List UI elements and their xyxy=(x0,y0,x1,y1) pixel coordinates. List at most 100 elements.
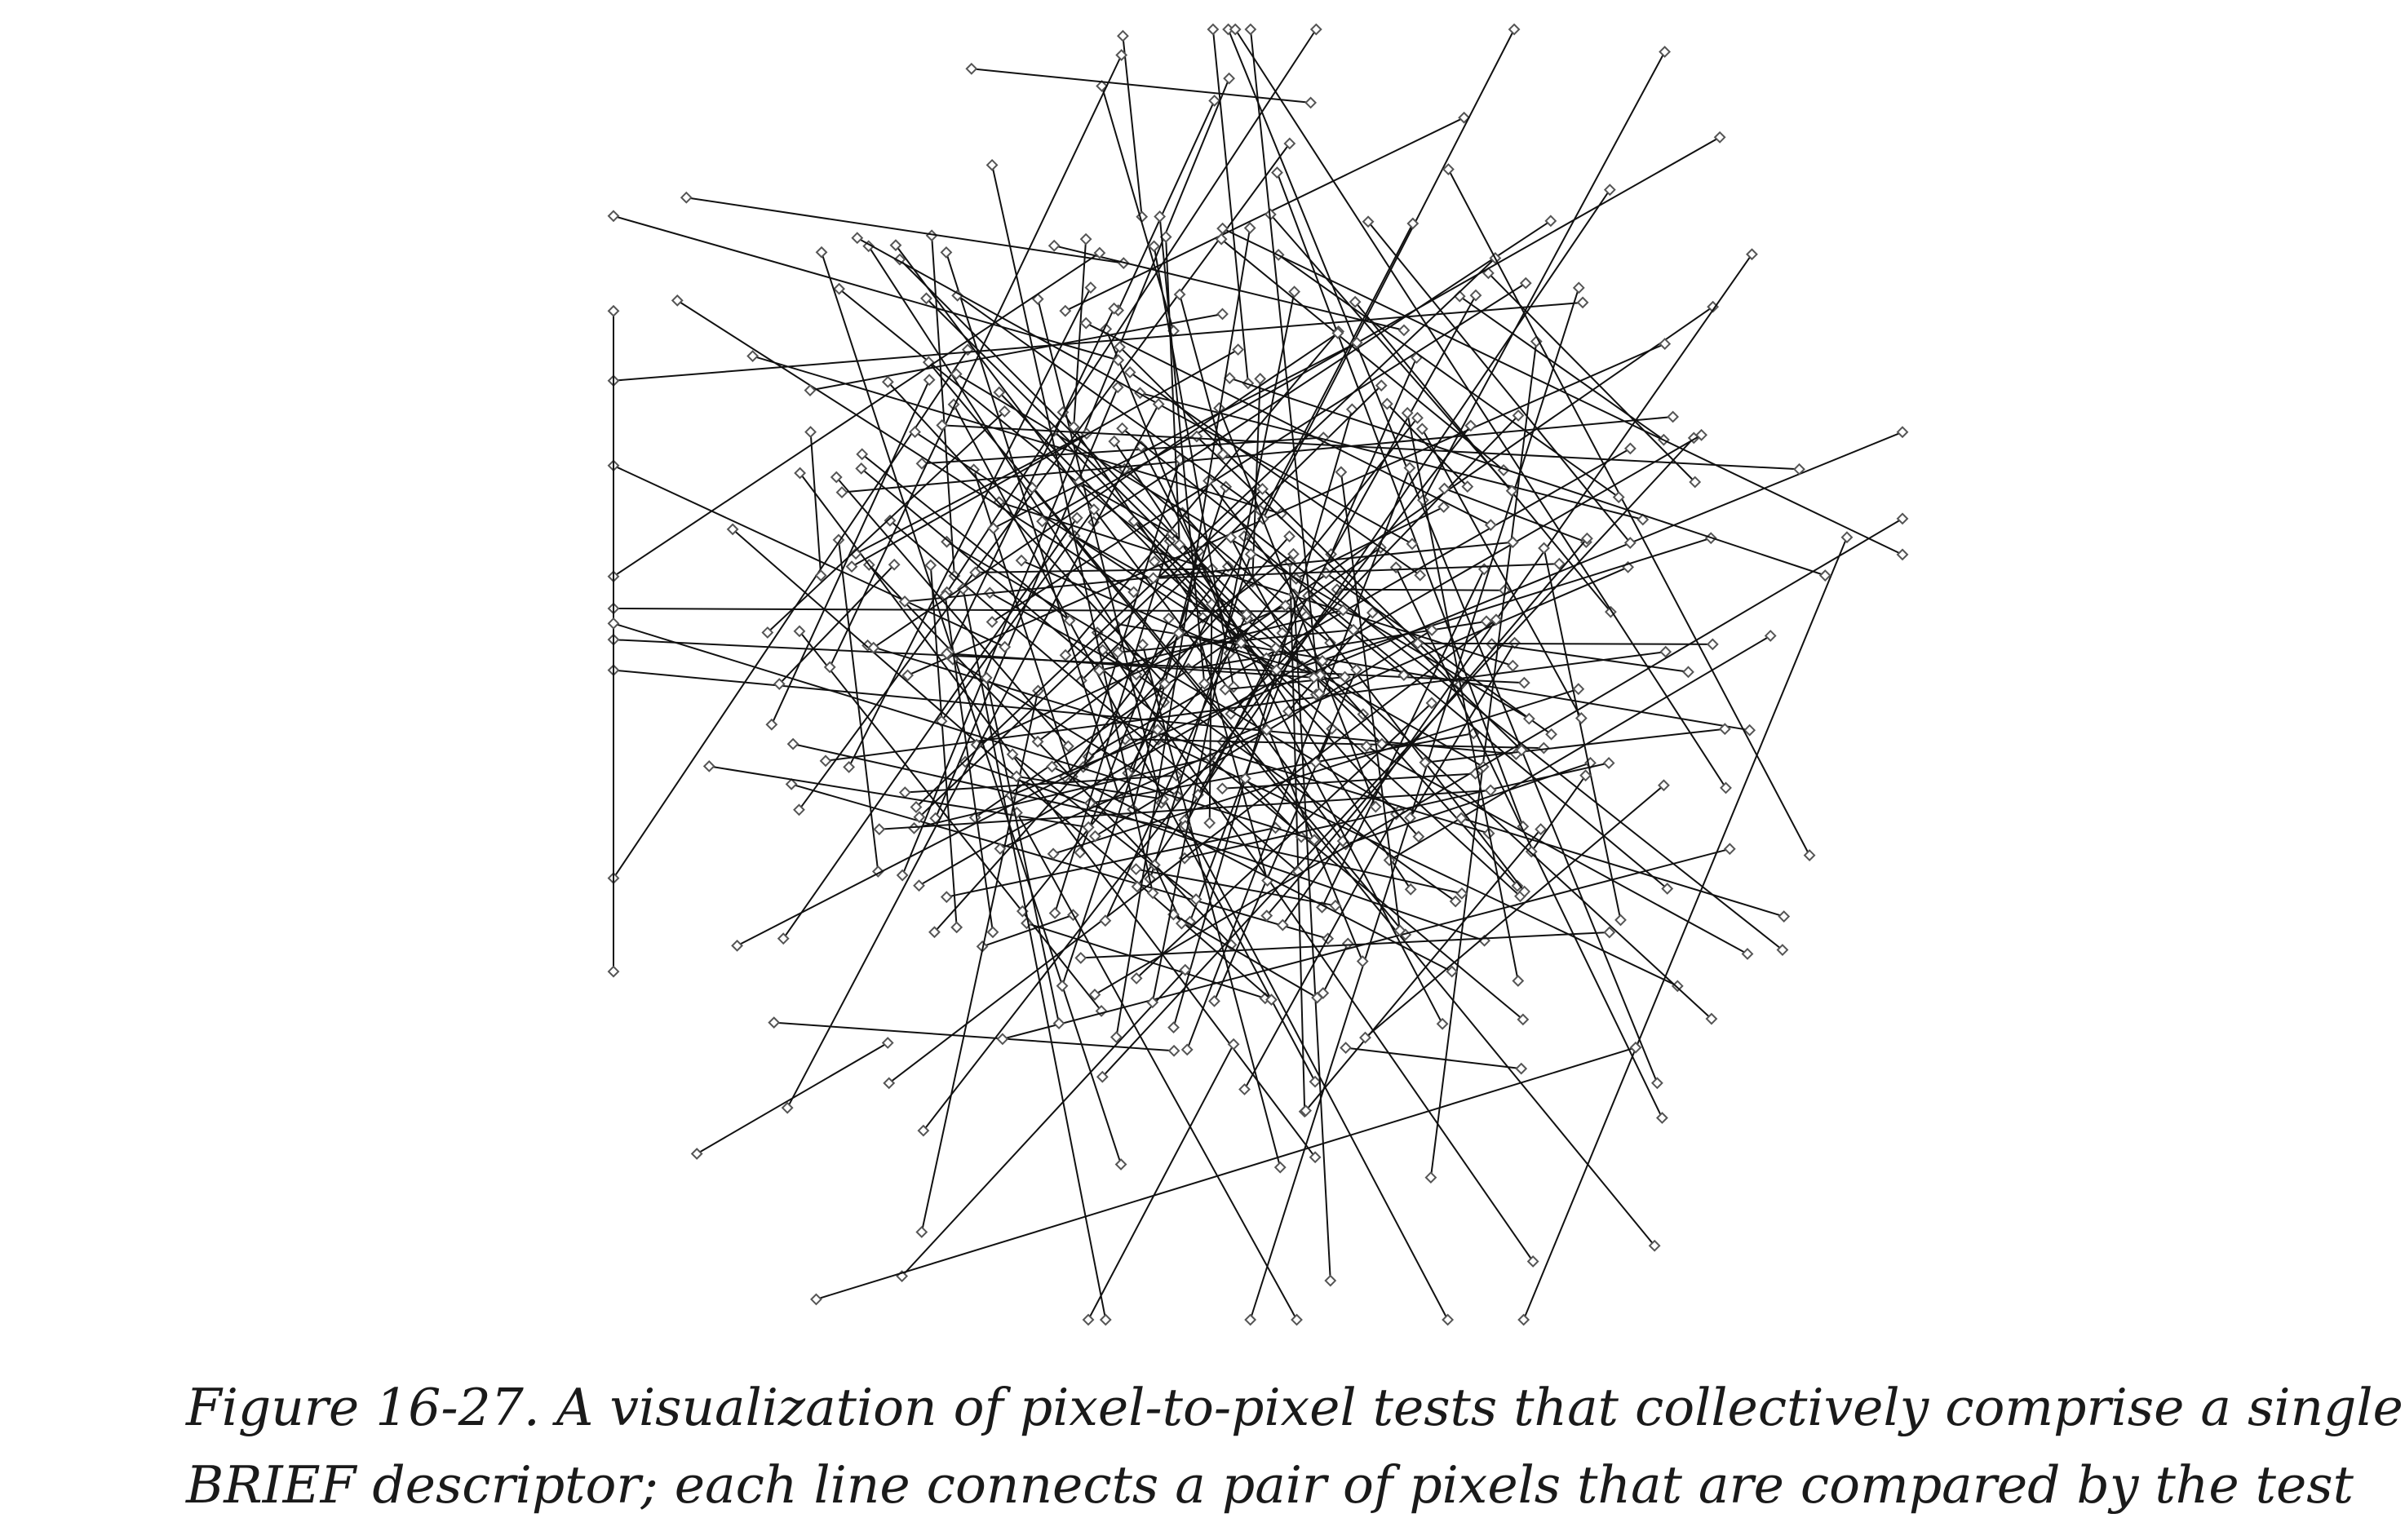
pixel-marker xyxy=(765,718,778,731)
pixel-marker xyxy=(923,374,936,387)
pixel-marker xyxy=(986,926,999,939)
pixel-marker xyxy=(1208,994,1220,1007)
pixel-pair-line xyxy=(1172,409,1353,1028)
pixel-pair-line xyxy=(873,332,1339,648)
pixel-pair-line xyxy=(686,197,1124,264)
pixel-marker xyxy=(1271,166,1283,179)
pixel-marker xyxy=(1154,210,1167,223)
pixel-pair-line xyxy=(1243,813,1397,1090)
pixel-pair-line xyxy=(1101,437,1694,1078)
pixel-pair-line xyxy=(1021,560,1278,671)
pixel-marker xyxy=(1706,638,1719,651)
pixel-marker xyxy=(1764,630,1777,642)
pixel-pair-line xyxy=(809,431,822,576)
pixel-pair-line xyxy=(1094,518,1903,996)
pixel-marker xyxy=(1515,744,1528,757)
pixel-marker xyxy=(1179,963,1192,976)
pixel-marker xyxy=(881,1037,894,1049)
pixel-pair-line xyxy=(946,541,1400,812)
pixel-marker xyxy=(1575,712,1588,724)
pixel-marker xyxy=(1484,519,1497,532)
pixel-marker xyxy=(1362,215,1375,228)
pixel-pair-line xyxy=(1172,914,1318,998)
pixel-marker xyxy=(915,1226,928,1238)
pixel-pair-line xyxy=(1123,468,1331,644)
pixel-marker xyxy=(1403,462,1416,475)
pixel-marker xyxy=(1436,1017,1449,1030)
pixel-marker xyxy=(1109,1031,1123,1043)
pixel-marker xyxy=(1221,560,1234,573)
pixel-pair-line xyxy=(1222,228,1903,555)
pixel-pair-line xyxy=(895,244,1344,842)
pixel-pair-line xyxy=(888,619,1497,1084)
pixel-marker xyxy=(1415,423,1428,436)
pixel-marker xyxy=(1130,863,1142,875)
pixel-marker xyxy=(913,811,926,824)
pixel-pair-line xyxy=(1094,629,1433,838)
pixel-marker xyxy=(1046,760,1058,773)
pixel-pair-line xyxy=(1229,377,1826,577)
pixel-marker xyxy=(898,786,911,799)
pixel-marker xyxy=(1464,419,1477,432)
pixel-pair-line xyxy=(962,588,1107,1321)
pixel-marker xyxy=(1340,1042,1353,1054)
pixel-marker xyxy=(1517,1013,1530,1026)
pixel-marker xyxy=(871,865,884,878)
pixel-pair-line xyxy=(1002,847,1730,1040)
pixel-pair-line xyxy=(1244,777,1302,838)
pixel-pair-line xyxy=(1012,754,1197,901)
pixel-pair-line xyxy=(613,252,1101,578)
pixel-marker xyxy=(1518,885,1531,898)
pixel-pair-line xyxy=(1113,440,1412,890)
pixel-marker xyxy=(941,647,953,660)
pixel-marker xyxy=(1052,1017,1065,1030)
pixel-marker xyxy=(1082,1313,1095,1326)
pixel-marker xyxy=(1335,466,1348,479)
pixel-marker xyxy=(1723,843,1736,856)
pixel-pair-line xyxy=(993,342,1358,529)
pixel-marker xyxy=(898,595,911,608)
pixel-marker xyxy=(1776,944,1789,956)
pixel-marker xyxy=(1093,664,1106,677)
pixel-marker xyxy=(1461,480,1474,493)
pixel-marker xyxy=(794,467,807,480)
pixel-marker xyxy=(1099,914,1112,927)
pixel-pair-line xyxy=(1122,35,1143,217)
pixel-marker xyxy=(1356,955,1369,967)
pixel-pair-line xyxy=(1543,547,1622,921)
pixel-marker xyxy=(1127,586,1140,599)
pixel-marker xyxy=(1056,980,1069,993)
pixel-pair-line xyxy=(907,343,1666,676)
pixel-marker xyxy=(1079,316,1092,330)
pixel-marker xyxy=(940,246,953,259)
pixel-pair-line xyxy=(829,55,1123,668)
pixel-marker xyxy=(1116,422,1129,435)
pixel-marker xyxy=(1515,1062,1528,1075)
pixel-pair-line xyxy=(1322,943,1349,993)
pixel-marker xyxy=(815,246,828,259)
pixel-marker xyxy=(909,426,921,438)
pixel-pair-line xyxy=(1262,29,1515,520)
pixel-marker xyxy=(731,939,743,952)
pixel-marker xyxy=(793,625,806,638)
pixel-pair-line xyxy=(948,308,1115,653)
pixel-pair-line xyxy=(1249,29,1321,694)
pixel-marker xyxy=(1339,670,1351,684)
pixel-marker xyxy=(1818,569,1831,582)
pixel-marker xyxy=(936,418,949,431)
pixel-pair-line xyxy=(1364,785,1665,1038)
pixel-marker xyxy=(1538,542,1550,555)
pixel-marker xyxy=(1419,756,1432,769)
pixel-marker xyxy=(1517,1313,1530,1326)
pixel-marker xyxy=(1216,782,1229,795)
pixel-marker xyxy=(1309,1151,1322,1164)
pixel-marker xyxy=(1114,1158,1127,1170)
pixel-marker xyxy=(1108,302,1121,315)
pixel-marker xyxy=(1603,184,1616,197)
pixel-pair-line xyxy=(945,252,1120,798)
pixel-marker xyxy=(1424,1171,1437,1184)
pixel-pair-lines xyxy=(607,23,1909,1326)
pixel-marker xyxy=(1671,980,1684,993)
pixel-pair-line xyxy=(1322,660,1712,1020)
